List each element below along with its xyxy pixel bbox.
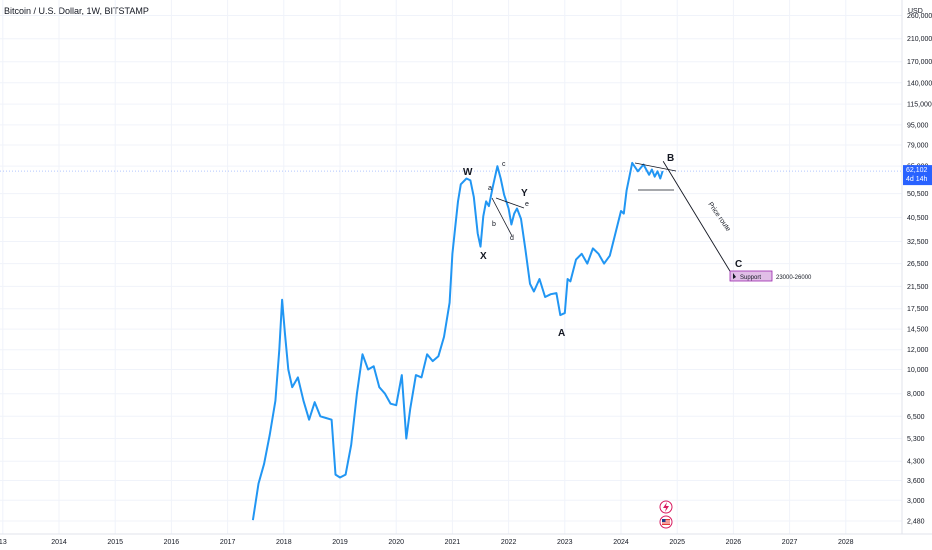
- us-flag-icon[interactable]: [659, 515, 673, 529]
- price-tick-label: 260,000: [907, 13, 932, 20]
- wave-label-a: A: [558, 328, 565, 339]
- price-tick-label: 79,000: [907, 142, 929, 149]
- currency-label: USD: [908, 8, 923, 15]
- support-range-label: 23000-26000: [776, 275, 812, 281]
- price-tick-label: 6,500: [907, 414, 925, 421]
- subwave-label-e: e: [525, 201, 529, 208]
- symbol-title: Bitcoin / U.S. Dollar, 1W, BITSTAMP: [4, 6, 149, 16]
- price-tick-label: 40,500: [907, 215, 929, 222]
- projection-line[interactable]: [662, 161, 731, 273]
- time-tick-label: 2027: [782, 539, 798, 546]
- price-axis-ticks: 260,000 210,000 170,000 140,000 115,000 95,00…: [907, 13, 932, 525]
- time-tick-label: 2021: [445, 539, 461, 546]
- price-tick-label: 14,500: [907, 327, 929, 334]
- time-tick-label: 2024: [613, 539, 629, 546]
- price-tick-label: 8,000: [907, 391, 925, 398]
- time-tick-label: 2025: [669, 539, 685, 546]
- price-tick-label: 210,000: [907, 36, 932, 43]
- wave-label-c: C: [735, 259, 742, 270]
- time-tick-label: 2019: [332, 539, 348, 546]
- time-tick-label: 2017: [220, 539, 236, 546]
- triangle-upper: [634, 162, 677, 172]
- price-tick-label: 17,500: [907, 306, 929, 313]
- cursor-arrow-icon: [733, 273, 736, 279]
- support-label: Support: [740, 275, 761, 281]
- time-tick-label: 2022: [501, 539, 517, 546]
- wave-line-ce: [495, 197, 525, 209]
- price-tick-label: 2,480: [907, 518, 925, 525]
- lightning-icon[interactable]: [659, 500, 673, 514]
- price-tick-label: 32,500: [907, 239, 929, 246]
- vertical-grid: [2, 0, 847, 534]
- price-tick-label: 140,000: [907, 80, 932, 87]
- wave-label-b: B: [667, 153, 674, 164]
- time-tick-label: 2016: [164, 539, 180, 546]
- time-tick-label: 2020: [388, 539, 404, 546]
- price-tick-label: 50,500: [907, 191, 929, 198]
- price-line[interactable]: [251, 161, 664, 521]
- price-tick-label: 26,500: [907, 261, 929, 268]
- wave-label-w: W: [463, 167, 473, 178]
- price-tick-label: 3,600: [907, 478, 925, 485]
- bar-countdown: 4d 14h: [906, 176, 928, 183]
- subwave-label-b: b: [492, 221, 496, 228]
- support-box[interactable]: [729, 270, 773, 282]
- wave-label-y: Y: [521, 188, 528, 199]
- current-price-tag: [903, 165, 932, 186]
- subwave-label-c: c: [502, 161, 506, 168]
- wave-label-x: X: [480, 251, 487, 262]
- time-tick-label: 13: [0, 539, 7, 546]
- time-tick-label: 2026: [726, 539, 742, 546]
- price-tick-label: 95,000: [907, 122, 929, 129]
- price-route-label: Price route: [706, 201, 731, 233]
- time-tick-label: 2015: [107, 539, 123, 546]
- price-tick-label: 4,300: [907, 459, 925, 466]
- price-tick-label: 170,000: [907, 59, 932, 66]
- price-tick-label: 12,000: [907, 347, 929, 354]
- time-tick-label: 2023: [557, 539, 573, 546]
- price-tick-label: 21,500: [907, 284, 929, 291]
- current-price-value: 62,102: [906, 167, 928, 174]
- time-axis-ticks: 13 2014 2015 2016 2017 2018 2019 2020 2021 2022 20…: [0, 539, 854, 546]
- subwave-label-d: d: [510, 235, 514, 242]
- subwave-label-a: a: [488, 185, 492, 192]
- time-tick-label: 2014: [51, 539, 67, 546]
- time-tick-label: 2018: [276, 539, 292, 546]
- wave-line-ab: [491, 197, 513, 237]
- price-tick-label: 5,300: [907, 436, 925, 443]
- price-tick-label: 10,000: [907, 367, 929, 374]
- price-tick-label: 115,000: [907, 102, 932, 109]
- time-tick-label: 2028: [838, 539, 854, 546]
- price-axis-panel[interactable]: [902, 0, 932, 550]
- price-tick-label: 3,000: [907, 498, 925, 505]
